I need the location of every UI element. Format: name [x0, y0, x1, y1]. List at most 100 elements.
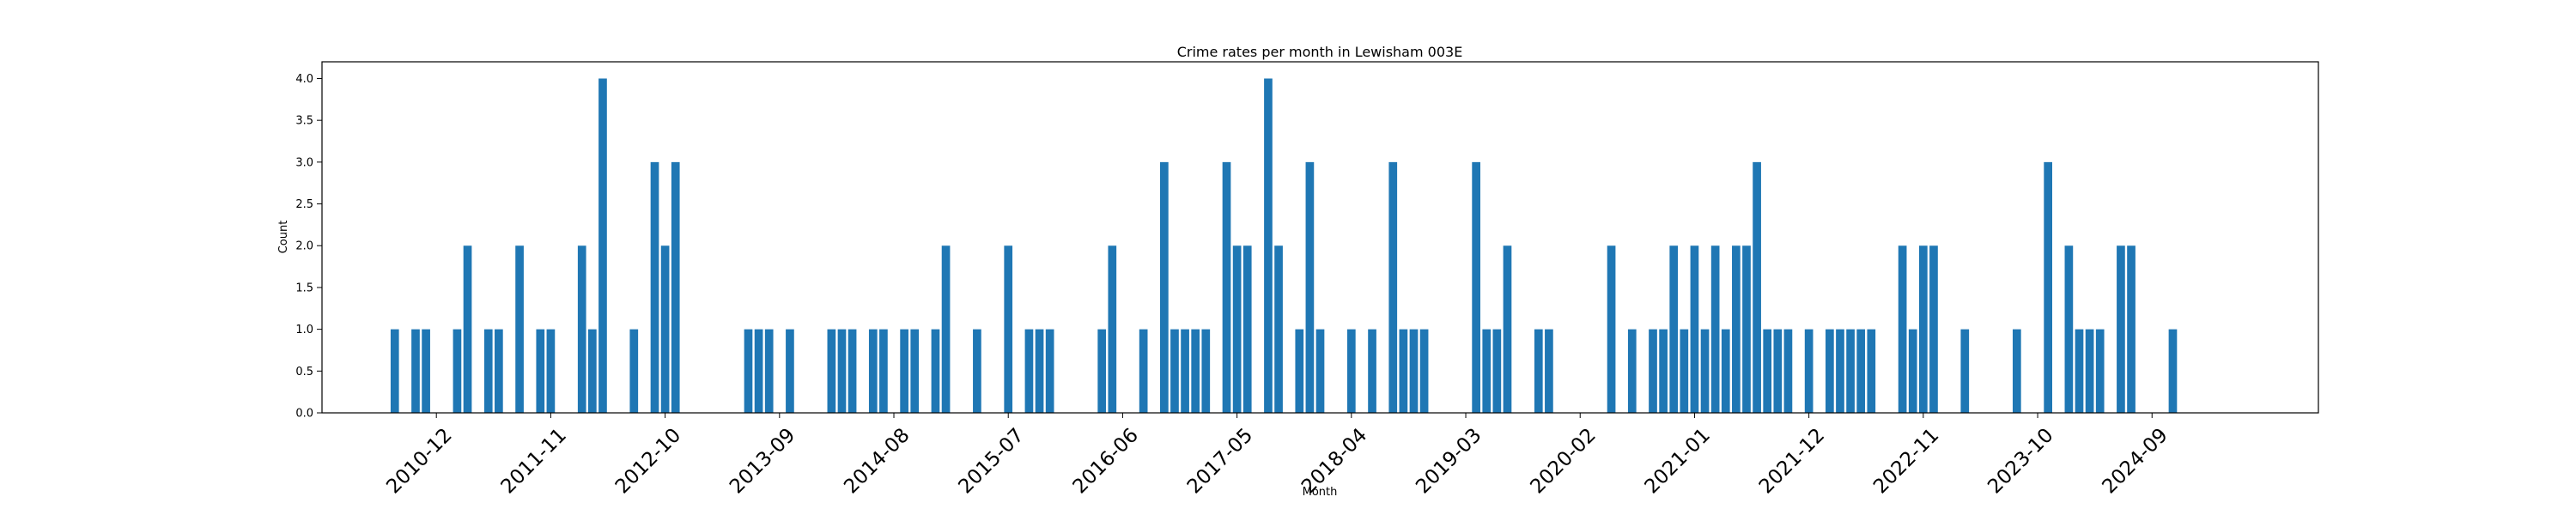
- bar-2016-04: [1097, 329, 1107, 413]
- bar-2017-11: [1295, 329, 1304, 413]
- x-tick-label: 2020-02: [1526, 424, 1600, 498]
- bar-2012-11: [671, 161, 680, 414]
- bar-2013-06: [744, 329, 753, 413]
- bar-2021-04: [1721, 329, 1730, 413]
- bar-2012-02: [577, 245, 586, 413]
- x-tick-label: 2019-03: [1412, 424, 1485, 498]
- bar-2020-05: [1607, 245, 1616, 413]
- bar-2017-08: [1264, 78, 1273, 413]
- bar-2022-10: [1908, 329, 1917, 413]
- x-tick-label: 2015-07: [954, 424, 1028, 498]
- x-tick-label: 2024-09: [2098, 424, 2172, 498]
- x-tick-label: 2023-10: [1984, 424, 2057, 498]
- x-tick-label: 2016-06: [1069, 424, 1143, 498]
- bar-2015-09: [1024, 329, 1034, 413]
- bar-2024-04: [2095, 329, 2105, 413]
- bar-2019-07: [1503, 245, 1512, 413]
- bar-2011-10: [536, 329, 545, 413]
- bar-2024-02: [2075, 329, 2084, 413]
- y-axis-label: Count: [277, 221, 290, 254]
- bar-2019-11: [1545, 329, 1553, 413]
- bar-2016-08: [1139, 329, 1148, 413]
- bar-2022-09: [1898, 245, 1907, 413]
- x-tick-label: 2021-12: [1755, 424, 1829, 498]
- bar-2014-09: [900, 329, 908, 413]
- bar-2011-11: [546, 329, 556, 413]
- bar-2023-08: [2012, 329, 2021, 413]
- bar-2018-06: [1368, 329, 1376, 413]
- x-tick-label: 2022-11: [1869, 424, 1943, 498]
- bar-2024-11: [2168, 329, 2178, 413]
- bar-2020-09: [1649, 329, 1657, 413]
- plot-frame: [321, 61, 2319, 414]
- bar-2019-04: [1472, 161, 1480, 414]
- bar-2020-11: [1669, 245, 1679, 413]
- y-tick-label: 2.0: [295, 240, 313, 253]
- bar-2013-07: [754, 329, 763, 413]
- y-tick-label: 3.5: [295, 115, 313, 128]
- bar-2019-10: [1534, 329, 1543, 413]
- bar-2021-03: [1710, 245, 1720, 413]
- bar-2018-01: [1315, 329, 1325, 413]
- bar-2021-05: [1732, 245, 1741, 413]
- bar-2024-06: [2117, 245, 2125, 413]
- bar-2022-05: [1856, 329, 1866, 413]
- x-tick-label: 2014-08: [840, 424, 914, 498]
- bar-2020-12: [1680, 329, 1689, 413]
- x-axis-label: Month: [1303, 486, 1338, 499]
- bar-2024-01: [2064, 245, 2074, 413]
- x-tick-label: 2012-10: [611, 424, 685, 498]
- bar-2018-10: [1409, 329, 1419, 413]
- bar-2015-10: [1035, 329, 1044, 413]
- y-tick-label: 4.0: [295, 73, 313, 86]
- y-tick-label: 2.5: [295, 198, 313, 211]
- bar-2014-03: [837, 329, 847, 413]
- bar-2021-06: [1742, 245, 1751, 413]
- bar-2017-01: [1191, 329, 1200, 413]
- y-tick-label: 0.5: [295, 366, 313, 379]
- bar-2016-10: [1160, 161, 1169, 414]
- bar-2015-04: [973, 329, 981, 413]
- bar-2023-11: [2044, 161, 2052, 414]
- bar-2018-08: [1388, 161, 1398, 414]
- bar-2017-06: [1242, 245, 1252, 413]
- bar-2022-04: [1846, 329, 1855, 413]
- bar-2015-07: [1004, 245, 1013, 413]
- bar-2021-02: [1700, 329, 1710, 413]
- bar-2021-12: [1804, 329, 1814, 413]
- bar-2010-11: [422, 329, 430, 413]
- bar-2012-07: [629, 329, 639, 413]
- bar-2010-10: [411, 329, 420, 413]
- bar-2022-12: [1929, 245, 1938, 413]
- bar-2020-10: [1659, 329, 1668, 413]
- bar-2016-12: [1181, 329, 1189, 413]
- bars-group: [390, 78, 2178, 414]
- bar-2012-03: [588, 329, 597, 413]
- bar-2010-08: [390, 329, 399, 413]
- bar-2021-01: [1690, 245, 1699, 413]
- bar-2011-06: [495, 329, 503, 413]
- bar-2012-10: [660, 245, 670, 413]
- bar-2017-05: [1232, 245, 1242, 413]
- bar-2017-04: [1222, 161, 1231, 414]
- chart-title: Crime rates per month in Lewisham 003E: [1177, 44, 1463, 60]
- bar-2017-09: [1274, 245, 1283, 413]
- bar-2022-11: [1919, 245, 1928, 413]
- x-tick-label: 2021-01: [1641, 424, 1715, 498]
- bar-2020-07: [1627, 329, 1637, 413]
- y-tick-label: 0.0: [295, 408, 313, 421]
- bar-2014-12: [931, 329, 940, 413]
- y-tick-label: 1.5: [295, 282, 313, 294]
- bar-2023-03: [1960, 329, 1970, 413]
- bar-2017-12: [1305, 161, 1315, 414]
- bar-2018-04: [1346, 329, 1356, 413]
- bar-2013-08: [764, 329, 774, 413]
- bar-2014-04: [848, 329, 857, 413]
- x-tick-label: 2017-05: [1183, 424, 1257, 498]
- bar-2022-02: [1826, 329, 1834, 413]
- bar-2018-09: [1399, 329, 1408, 413]
- y-tick-label: 1.0: [295, 324, 313, 336]
- bar-2013-10: [786, 329, 794, 413]
- bar-2011-02: [453, 329, 462, 413]
